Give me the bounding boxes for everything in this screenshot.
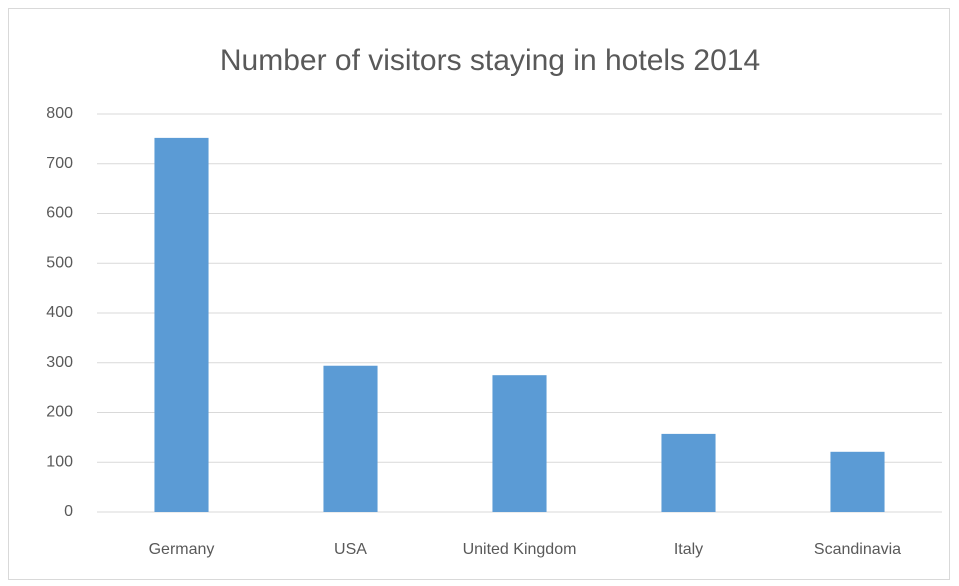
chart-title: Number of visitors staying in hotels 201… xyxy=(220,44,760,77)
x-tick-label: Scandinavia xyxy=(814,541,901,558)
y-tick-label: 600 xyxy=(46,205,73,222)
y-tick-label: 300 xyxy=(46,354,73,371)
y-tick-label: 200 xyxy=(46,404,73,421)
bar xyxy=(154,137,209,512)
bar xyxy=(323,365,378,512)
x-tick-label: Germany xyxy=(149,541,215,558)
y-tick-label: 100 xyxy=(46,453,73,470)
y-tick-label: 0 xyxy=(64,503,73,520)
y-tick-label: 700 xyxy=(46,155,73,172)
bar xyxy=(830,451,885,512)
y-tick-label: 800 xyxy=(46,105,73,122)
y-tick-label: 500 xyxy=(46,254,73,271)
bar xyxy=(661,433,716,512)
y-tick-label: 400 xyxy=(46,304,73,321)
chart-border xyxy=(8,8,950,580)
x-tick-label: Italy xyxy=(674,541,703,558)
x-tick-label: USA xyxy=(334,541,367,558)
x-tick-label: United Kingdom xyxy=(463,541,577,558)
bar xyxy=(492,375,547,512)
